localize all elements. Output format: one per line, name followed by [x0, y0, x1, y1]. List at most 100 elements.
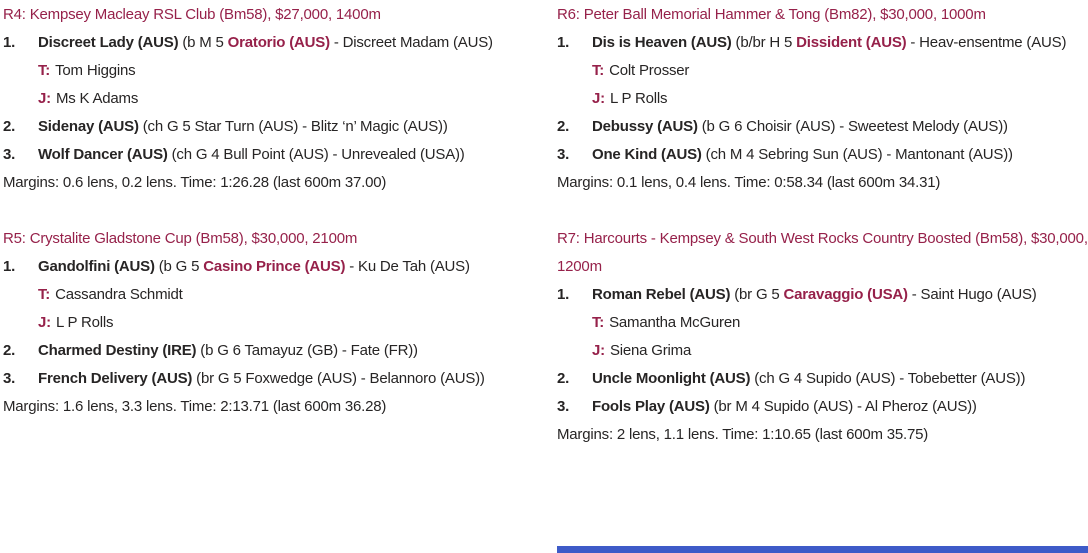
entry-text: Uncle Moonlight (AUS) (ch G 4 Supido (AU… — [592, 365, 1088, 393]
trainer-label: T: — [38, 62, 51, 79]
race-section-r4: R4: Kempsey Macleay RSL Club (Bm58), $27… — [3, 1, 524, 197]
horse-name: Dis is Heaven (AUS) — [592, 34, 732, 51]
jockey-name: Ms K Adams — [55, 90, 139, 107]
trainer-name: Cassandra Schmidt — [55, 286, 183, 303]
entry-text: Sidenay (AUS) (ch G 5 Star Turn (AUS) - … — [38, 113, 524, 141]
trainer-row: T: Samantha McGuren — [557, 309, 1088, 337]
jockey-row: J: Ms K Adams — [3, 85, 524, 113]
bottom-accent-bar — [557, 546, 1088, 553]
race-title: R6: Peter Ball Memorial Hammer & Tong (B… — [557, 6, 986, 23]
pedigree-text: (br G 5 — [730, 286, 784, 303]
trainer-row: T: Colt Prosser — [557, 57, 1088, 85]
entry-number: 2. — [3, 342, 16, 359]
entry-row: 2. Uncle Moonlight (AUS) (ch G 4 Supido … — [557, 365, 1088, 393]
left-column: R4: Kempsey Macleay RSL Club (Bm58), $27… — [3, 1, 524, 449]
horse-name: French Delivery (AUS) — [38, 370, 193, 387]
jockey-label: J: — [38, 314, 51, 331]
sire-name: Dissident (AUS) — [796, 34, 907, 51]
trainer-name: Tom Higgins — [55, 62, 136, 79]
race-section-r5: R5: Crystalite Gladstone Cup (Bm58), $30… — [3, 225, 524, 421]
trainer-row: T: Tom Higgins — [3, 57, 524, 85]
jockey-name: L P Rolls — [55, 314, 114, 331]
horse-name: Charmed Destiny (IRE) — [38, 342, 197, 359]
margins-line: Margins: 1.6 lens, 3.3 lens. Time: 2:13.… — [3, 398, 387, 415]
pedigree-text: (ch G 5 Star Turn (AUS) - Blitz ‘n’ Magi… — [138, 118, 448, 135]
pedigree-text: (b G 5 — [154, 258, 204, 275]
entry-row: 3. Wolf Dancer (AUS) (ch G 4 Bull Point … — [3, 141, 524, 169]
entry-text: Wolf Dancer (AUS) (ch G 4 Bull Point (AU… — [38, 141, 524, 169]
margins-line: Margins: 2 lens, 1.1 lens. Time: 1:10.65… — [557, 426, 929, 443]
entry-number: 2. — [557, 118, 570, 135]
jockey-label: J: — [592, 342, 605, 359]
horse-name: Gandolfini (AUS) — [38, 258, 155, 275]
pedigree-text: (ch G 4 Supido (AUS) - Tobebetter (AUS)) — [750, 370, 1026, 387]
entry-row: 3. One Kind (AUS) (ch M 4 Sebring Sun (A… — [557, 141, 1088, 169]
trainer-name: Colt Prosser — [609, 62, 690, 79]
trainer-label: T: — [592, 62, 605, 79]
entry-row: 3. French Delivery (AUS) (br G 5 Foxwedg… — [3, 365, 524, 393]
horse-name: Discreet Lady (AUS) — [38, 34, 179, 51]
entry-row-winner: 1. Discreet Lady (AUS) (b M 5 Oratorio (… — [3, 29, 524, 57]
entry-text: Fools Play (AUS) (br M 4 Supido (AUS) - … — [592, 393, 1088, 421]
pedigree-text: (br M 4 Supido (AUS) - Al Pheroz (AUS)) — [709, 398, 977, 415]
trainer-name: Samantha McGuren — [609, 314, 741, 331]
trainer-row: T: Cassandra Schmidt — [3, 281, 524, 309]
sire-name: Oratorio (AUS) — [227, 34, 330, 51]
entry-row: 3. Fools Play (AUS) (br M 4 Supido (AUS)… — [557, 393, 1088, 421]
right-column: R6: Peter Ball Memorial Hammer & Tong (B… — [557, 1, 1088, 449]
entry-text: Gandolfini (AUS) (b G 5 Casino Prince (A… — [38, 253, 524, 281]
entry-text: Charmed Destiny (IRE) (b G 6 Tamayuz (GB… — [38, 337, 524, 365]
horse-name: Uncle Moonlight (AUS) — [592, 370, 751, 387]
jockey-row: J: Siena Grima — [557, 337, 1088, 365]
race-title: R7: Harcourts - Kempsey & South West Roc… — [557, 230, 1088, 275]
margins-line: Margins: 0.6 lens, 0.2 lens. Time: 1:26.… — [3, 174, 387, 191]
entry-text: Roman Rebel (AUS) (br G 5 Caravaggio (US… — [592, 281, 1088, 309]
pedigree-text: (ch M 4 Sebring Sun (AUS) - Mantonant (A… — [701, 146, 1013, 163]
entry-number: 3. — [557, 398, 570, 415]
entry-text: Dis is Heaven (AUS) (b/br H 5 Dissident … — [592, 29, 1088, 57]
race-section-r7: R7: Harcourts - Kempsey & South West Roc… — [557, 225, 1088, 449]
entry-number: 2. — [3, 118, 16, 135]
pedigree-text: (ch G 4 Bull Point (AUS) - Unrevealed (U… — [167, 146, 465, 163]
trainer-label: T: — [38, 286, 51, 303]
dam-text: - Ku De Tah (AUS) — [345, 258, 470, 275]
pedigree-text: (b G 6 Choisir (AUS) - Sweetest Melody (… — [697, 118, 1008, 135]
horse-name: Fools Play (AUS) — [592, 398, 710, 415]
entry-text: Discreet Lady (AUS) (b M 5 Oratorio (AUS… — [38, 29, 524, 57]
entry-number: 3. — [3, 370, 16, 387]
sire-name: Casino Prince (AUS) — [203, 258, 346, 275]
jockey-row: J: L P Rolls — [3, 309, 524, 337]
horse-name: Sidenay (AUS) — [38, 118, 139, 135]
entry-text: French Delivery (AUS) (br G 5 Foxwedge (… — [38, 365, 524, 393]
entry-row: 2. Debussy (AUS) (b G 6 Choisir (AUS) - … — [557, 113, 1088, 141]
sire-name: Caravaggio (USA) — [783, 286, 909, 303]
margins-line: Margins: 0.1 lens, 0.4 lens. Time: 0:58.… — [557, 174, 941, 191]
jockey-label: J: — [38, 90, 51, 107]
entry-row-winner: 1. Roman Rebel (AUS) (br G 5 Caravaggio … — [557, 281, 1088, 309]
pedigree-text: (b/br H 5 — [731, 34, 797, 51]
dam-text: - Discreet Madam (AUS) — [329, 34, 493, 51]
horse-name: Wolf Dancer (AUS) — [38, 146, 168, 163]
pedigree-text: (b G 6 Tamayuz (GB) - Fate (FR)) — [196, 342, 418, 359]
jockey-label: J: — [592, 90, 605, 107]
entry-number: 1. — [3, 258, 16, 275]
horse-name: One Kind (AUS) — [592, 146, 702, 163]
dam-text: - Heav-ensentme (AUS) — [906, 34, 1067, 51]
race-section-r6: R6: Peter Ball Memorial Hammer & Tong (B… — [557, 1, 1088, 197]
entry-number: 3. — [557, 146, 570, 163]
pedigree-text: (br G 5 Foxwedge (AUS) - Belannoro (AUS)… — [192, 370, 485, 387]
entry-text: One Kind (AUS) (ch M 4 Sebring Sun (AUS)… — [592, 141, 1088, 169]
pedigree-text: (b M 5 — [178, 34, 228, 51]
entry-row-winner: 1. Gandolfini (AUS) (b G 5 Casino Prince… — [3, 253, 524, 281]
entry-number: 2. — [557, 370, 570, 387]
entry-text: Debussy (AUS) (b G 6 Choisir (AUS) - Swe… — [592, 113, 1088, 141]
race-title: R5: Crystalite Gladstone Cup (Bm58), $30… — [3, 230, 358, 247]
entry-row: 2. Charmed Destiny (IRE) (b G 6 Tamayuz … — [3, 337, 524, 365]
horse-name: Debussy (AUS) — [592, 118, 698, 135]
jockey-name: L P Rolls — [609, 90, 668, 107]
jockey-name: Siena Grima — [609, 342, 692, 359]
entry-number: 3. — [3, 146, 16, 163]
race-title: R4: Kempsey Macleay RSL Club (Bm58), $27… — [3, 6, 381, 23]
trainer-label: T: — [592, 314, 605, 331]
horse-name: Roman Rebel (AUS) — [592, 286, 731, 303]
